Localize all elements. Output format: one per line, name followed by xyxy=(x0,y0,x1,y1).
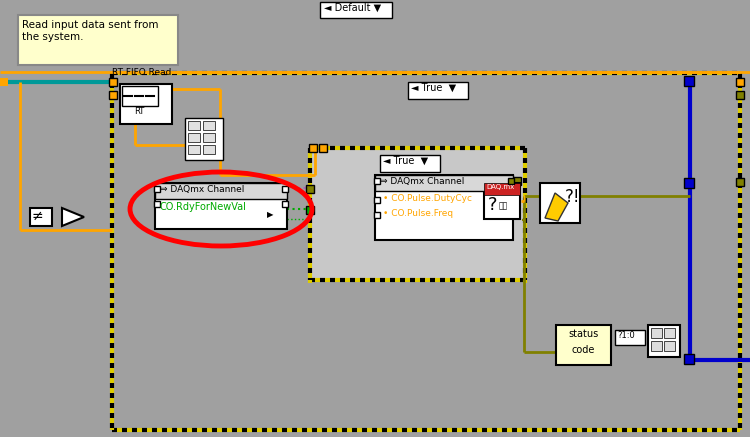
Bar xyxy=(651,328,662,338)
Bar xyxy=(540,183,580,223)
Bar xyxy=(375,175,513,191)
Text: ⇒ DAQmx Channel: ⇒ DAQmx Channel xyxy=(380,177,464,186)
Bar xyxy=(374,197,380,203)
Bar xyxy=(203,133,215,142)
Text: code: code xyxy=(571,345,594,355)
Bar xyxy=(374,178,380,184)
Text: DAQ.mx: DAQ.mx xyxy=(486,184,514,190)
Bar xyxy=(380,155,440,172)
Bar xyxy=(185,118,223,160)
Bar xyxy=(736,178,744,186)
Bar xyxy=(155,183,287,199)
Bar xyxy=(154,201,160,207)
Bar xyxy=(114,75,738,428)
Text: CO.RdyForNewVal: CO.RdyForNewVal xyxy=(160,202,247,212)
Bar xyxy=(109,78,117,86)
Bar xyxy=(736,91,744,99)
Bar xyxy=(408,82,468,99)
Bar xyxy=(109,91,117,99)
Bar xyxy=(312,150,523,278)
Bar xyxy=(484,183,520,219)
Bar xyxy=(120,84,172,124)
Bar xyxy=(615,330,645,345)
Text: ◄ True  ▼: ◄ True ▼ xyxy=(383,156,428,166)
Text: RT: RT xyxy=(134,107,144,116)
Bar xyxy=(0,78,8,86)
Bar xyxy=(203,121,215,130)
Polygon shape xyxy=(62,208,84,226)
Bar xyxy=(122,86,158,106)
Text: status: status xyxy=(568,329,598,339)
Bar xyxy=(306,206,314,214)
Text: ?!: ?! xyxy=(565,188,580,206)
Bar xyxy=(320,2,392,18)
Text: Read input data sent from
the system.: Read input data sent from the system. xyxy=(22,20,158,42)
Bar xyxy=(30,208,52,226)
Text: ◄ Default ▼: ◄ Default ▼ xyxy=(324,3,381,13)
Bar xyxy=(282,201,288,207)
Bar xyxy=(188,133,200,142)
Bar xyxy=(375,175,513,240)
Bar xyxy=(319,144,327,152)
Bar xyxy=(556,325,611,365)
Bar xyxy=(684,354,694,364)
Bar xyxy=(684,178,694,188)
Bar xyxy=(309,144,317,152)
Text: ≠: ≠ xyxy=(32,209,44,223)
Text: ◄ True  ▼: ◄ True ▼ xyxy=(411,83,456,93)
Bar xyxy=(684,76,694,86)
Bar xyxy=(648,325,680,357)
Text: ▶: ▶ xyxy=(267,210,274,219)
Bar xyxy=(651,341,662,351)
Bar xyxy=(282,186,288,192)
Text: 〜〜: 〜〜 xyxy=(499,201,508,210)
Bar xyxy=(306,185,314,193)
Bar xyxy=(188,145,200,154)
Bar xyxy=(664,341,675,351)
Bar xyxy=(484,183,520,195)
Text: • CO.Pulse.Freq: • CO.Pulse.Freq xyxy=(383,209,453,218)
Text: ?1:0: ?1:0 xyxy=(617,331,634,340)
Bar xyxy=(736,78,744,86)
Bar xyxy=(18,15,178,65)
Bar xyxy=(508,178,514,184)
Bar xyxy=(154,186,160,192)
Bar xyxy=(155,183,287,229)
Text: ⇒ DAQmx Channel: ⇒ DAQmx Channel xyxy=(160,185,244,194)
Text: RT FIFO Read: RT FIFO Read xyxy=(112,68,171,77)
Polygon shape xyxy=(545,193,568,221)
Bar xyxy=(513,177,521,185)
Text: • CO.Pulse.DutyCyc: • CO.Pulse.DutyCyc xyxy=(383,194,472,203)
Bar xyxy=(203,145,215,154)
Bar xyxy=(374,212,380,218)
Text: ?: ? xyxy=(488,196,497,214)
Bar xyxy=(188,121,200,130)
Bar xyxy=(664,328,675,338)
